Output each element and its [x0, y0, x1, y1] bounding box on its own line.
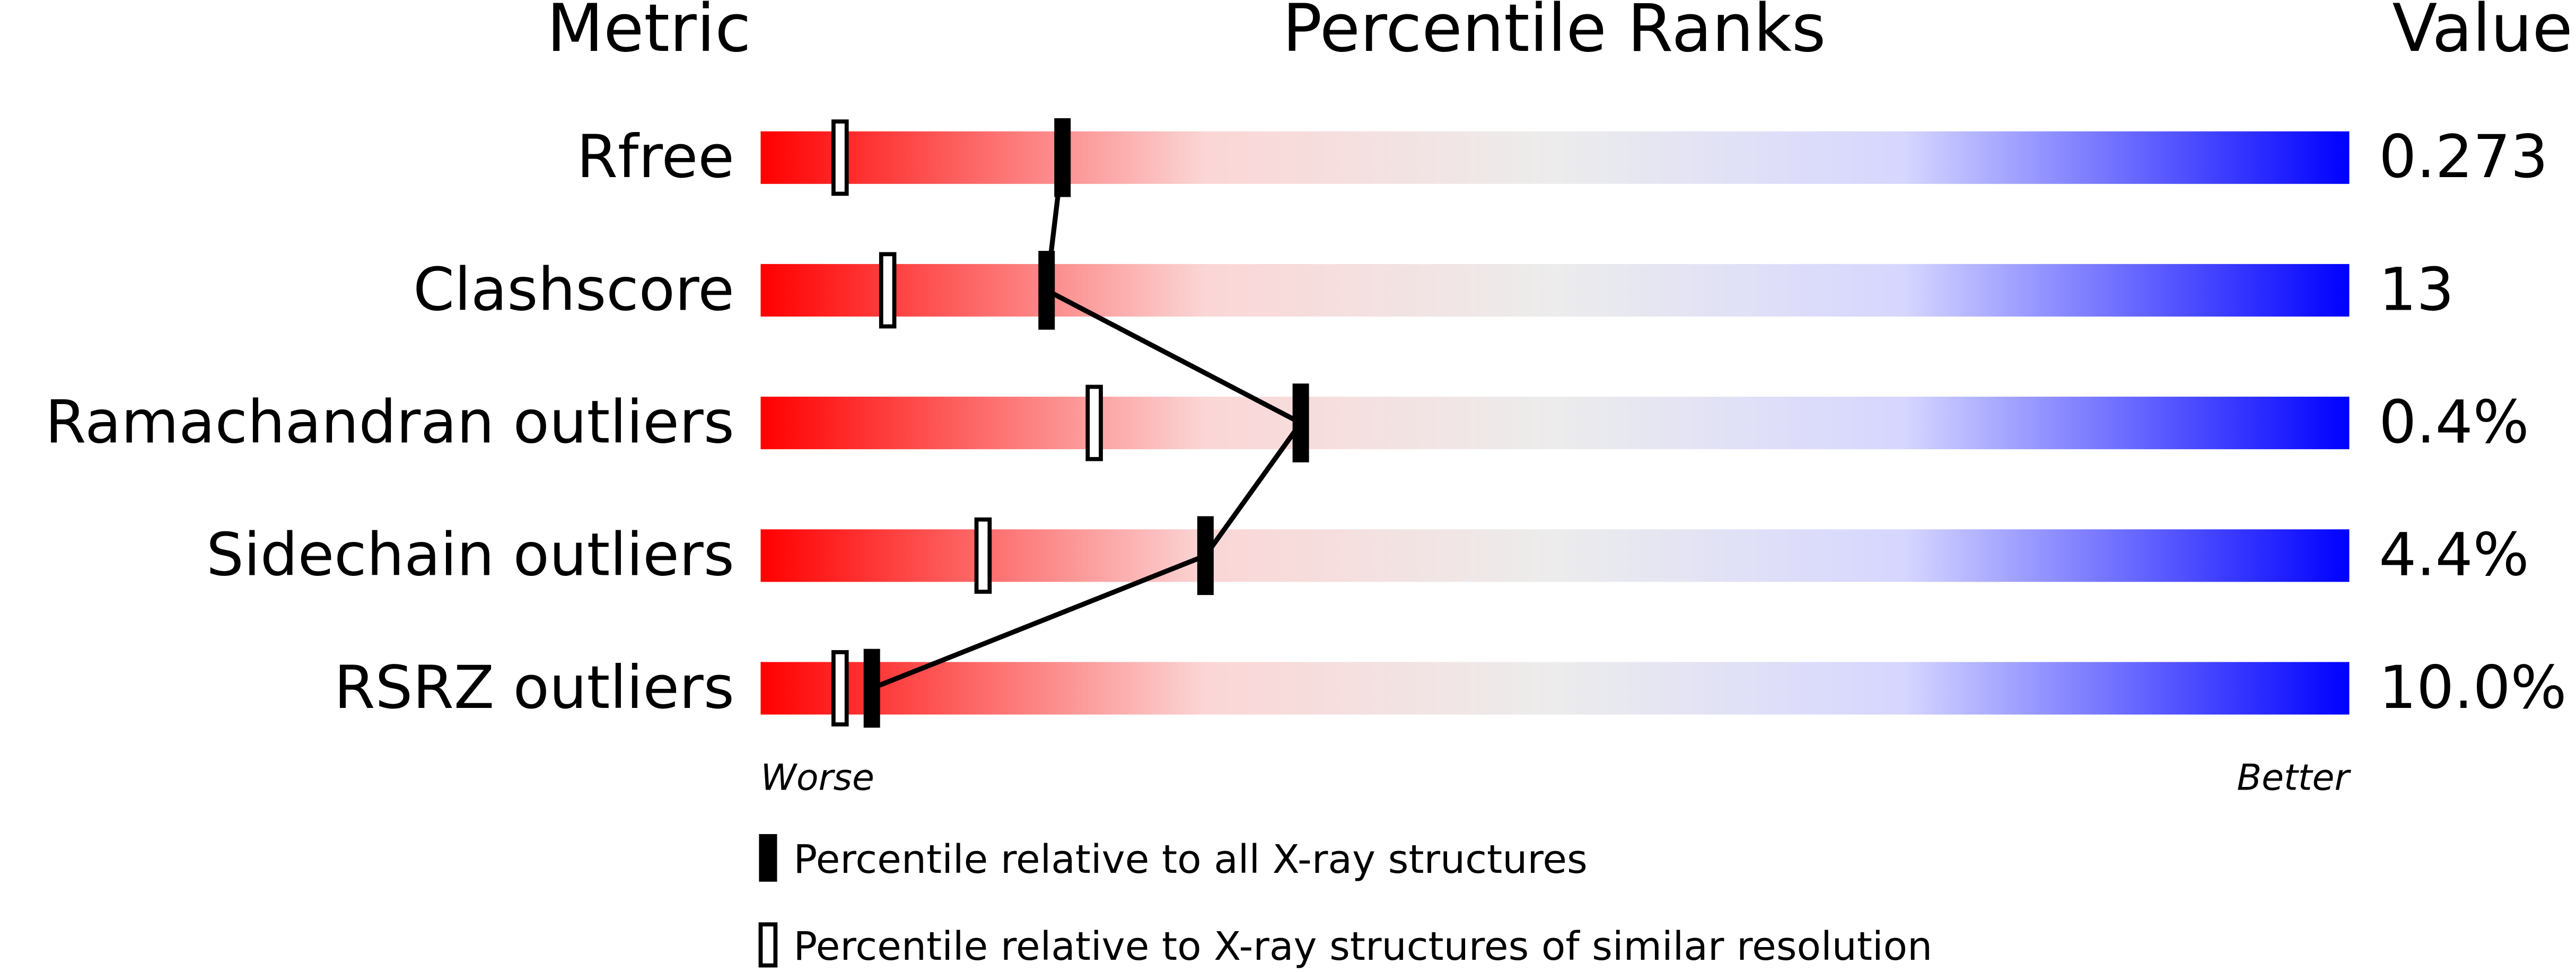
- rank-bar: [760, 131, 2350, 184]
- metric-label: Clashscore: [413, 256, 734, 324]
- percentile-marker-open: [879, 252, 897, 329]
- percentile-marker-open: [1085, 384, 1103, 461]
- rank-bar: [760, 529, 2350, 582]
- rank-bar: [760, 397, 2350, 450]
- metric-value: 10.0%: [2379, 654, 2566, 722]
- metric-value: 4.4%: [2379, 521, 2529, 590]
- rank-bar: [760, 264, 2350, 317]
- legend-label: Percentile relative to X-ray structures …: [793, 923, 1932, 969]
- percentile-marker-open: [974, 517, 992, 594]
- metric-label: RSRZ outliers: [334, 654, 734, 722]
- percentile-marker-filled: [1292, 383, 1309, 462]
- percentile-marker-filled: [1038, 251, 1055, 330]
- percentile-marker-open: [831, 119, 849, 196]
- axis-end-better: Better: [2237, 757, 2351, 799]
- percentile-marker-open: [831, 650, 849, 726]
- percentile-marker-filled: [1197, 516, 1214, 596]
- metric-value: 0.273: [2379, 123, 2548, 191]
- percentile-marker-filled: [1054, 118, 1071, 197]
- header-metric: Metric: [547, 0, 751, 67]
- legend-swatch: [758, 922, 778, 968]
- axis-end-worse: Worse: [760, 757, 874, 799]
- metric-value: 13: [2379, 256, 2454, 324]
- legend-swatch: [759, 834, 777, 882]
- metric-label: Sidechain outliers: [206, 521, 734, 590]
- rank-bar: [760, 662, 2350, 715]
- legend-label: Percentile relative to all X-ray structu…: [793, 836, 1587, 882]
- header-percentile: Percentile Ranks: [1282, 0, 1826, 67]
- metric-label: Rfree: [576, 123, 734, 191]
- metric-label: Ramachandran outliers: [45, 389, 734, 457]
- header-value: Value: [2393, 0, 2573, 67]
- percentile-marker-filled: [863, 649, 880, 728]
- metric-value: 0.4%: [2379, 389, 2529, 457]
